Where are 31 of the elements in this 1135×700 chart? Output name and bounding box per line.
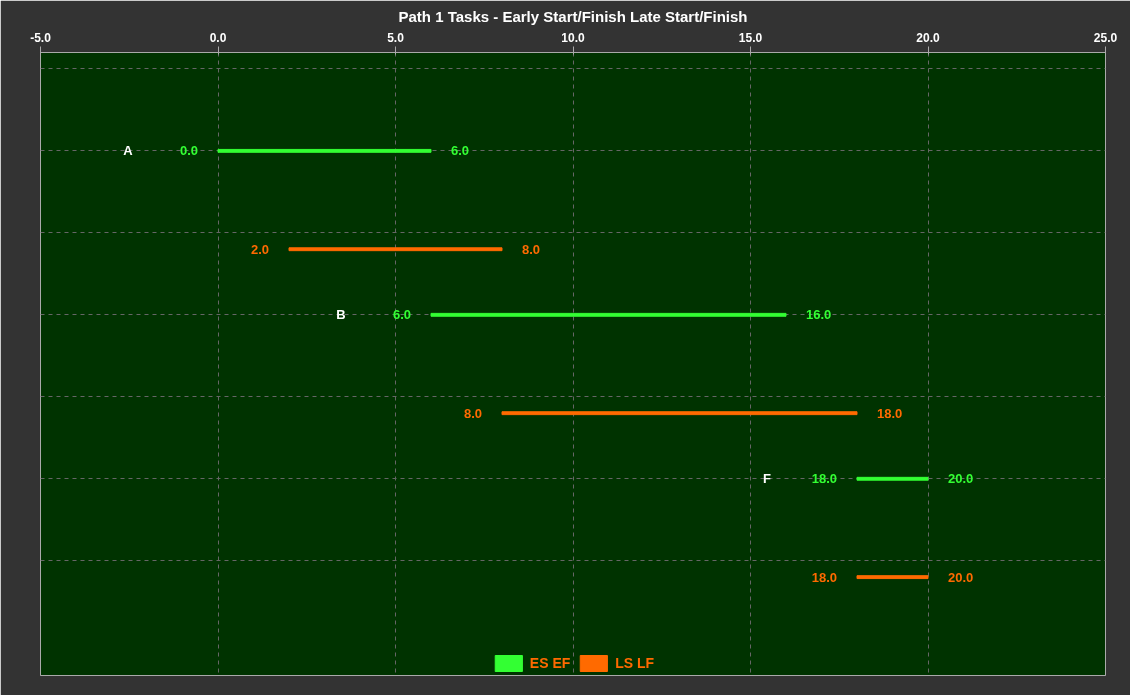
bar — [217, 148, 432, 153]
x-tick-label: 0.0 — [209, 30, 227, 45]
annotation: 6.0 — [392, 307, 412, 323]
bar — [288, 247, 503, 252]
bar — [501, 411, 858, 416]
annotation: 8.0 — [463, 405, 483, 421]
legend-label: LS LF — [615, 655, 655, 671]
data-label: 6.0 — [451, 143, 470, 159]
x-tick-label: 25.0 — [1093, 30, 1118, 45]
y-tick-label: A — [123, 143, 134, 159]
y-tick-label: F — [763, 471, 772, 487]
data-label: 20.0 — [948, 471, 974, 487]
x-tick-label: 5.0 — [387, 30, 405, 45]
data-label: 16.0 — [806, 307, 832, 323]
legend-label: ES EF — [529, 655, 571, 671]
annotation: 0.0 — [179, 143, 199, 159]
x-tick-label: 20.0 — [916, 30, 940, 45]
x-tick-label: 15.0 — [738, 30, 763, 45]
annotation: 2.0 — [250, 241, 270, 257]
bar — [856, 575, 929, 580]
x-tick-label: 10.0 — [561, 30, 585, 45]
data-label: 20.0 — [948, 569, 974, 585]
bar — [430, 312, 787, 317]
annotation: 18.0 — [811, 569, 838, 585]
data-label: 8.0 — [522, 241, 541, 257]
y-tick-label: B — [336, 307, 346, 323]
chart-title: Path 1 Tasks - Early Start/Finish Late Start/Finish — [398, 7, 748, 25]
x-tick-label: -5.0 — [30, 30, 52, 45]
bar — [856, 476, 929, 481]
data-label: 18.0 — [877, 405, 903, 421]
annotation: 18.0 — [811, 471, 838, 487]
